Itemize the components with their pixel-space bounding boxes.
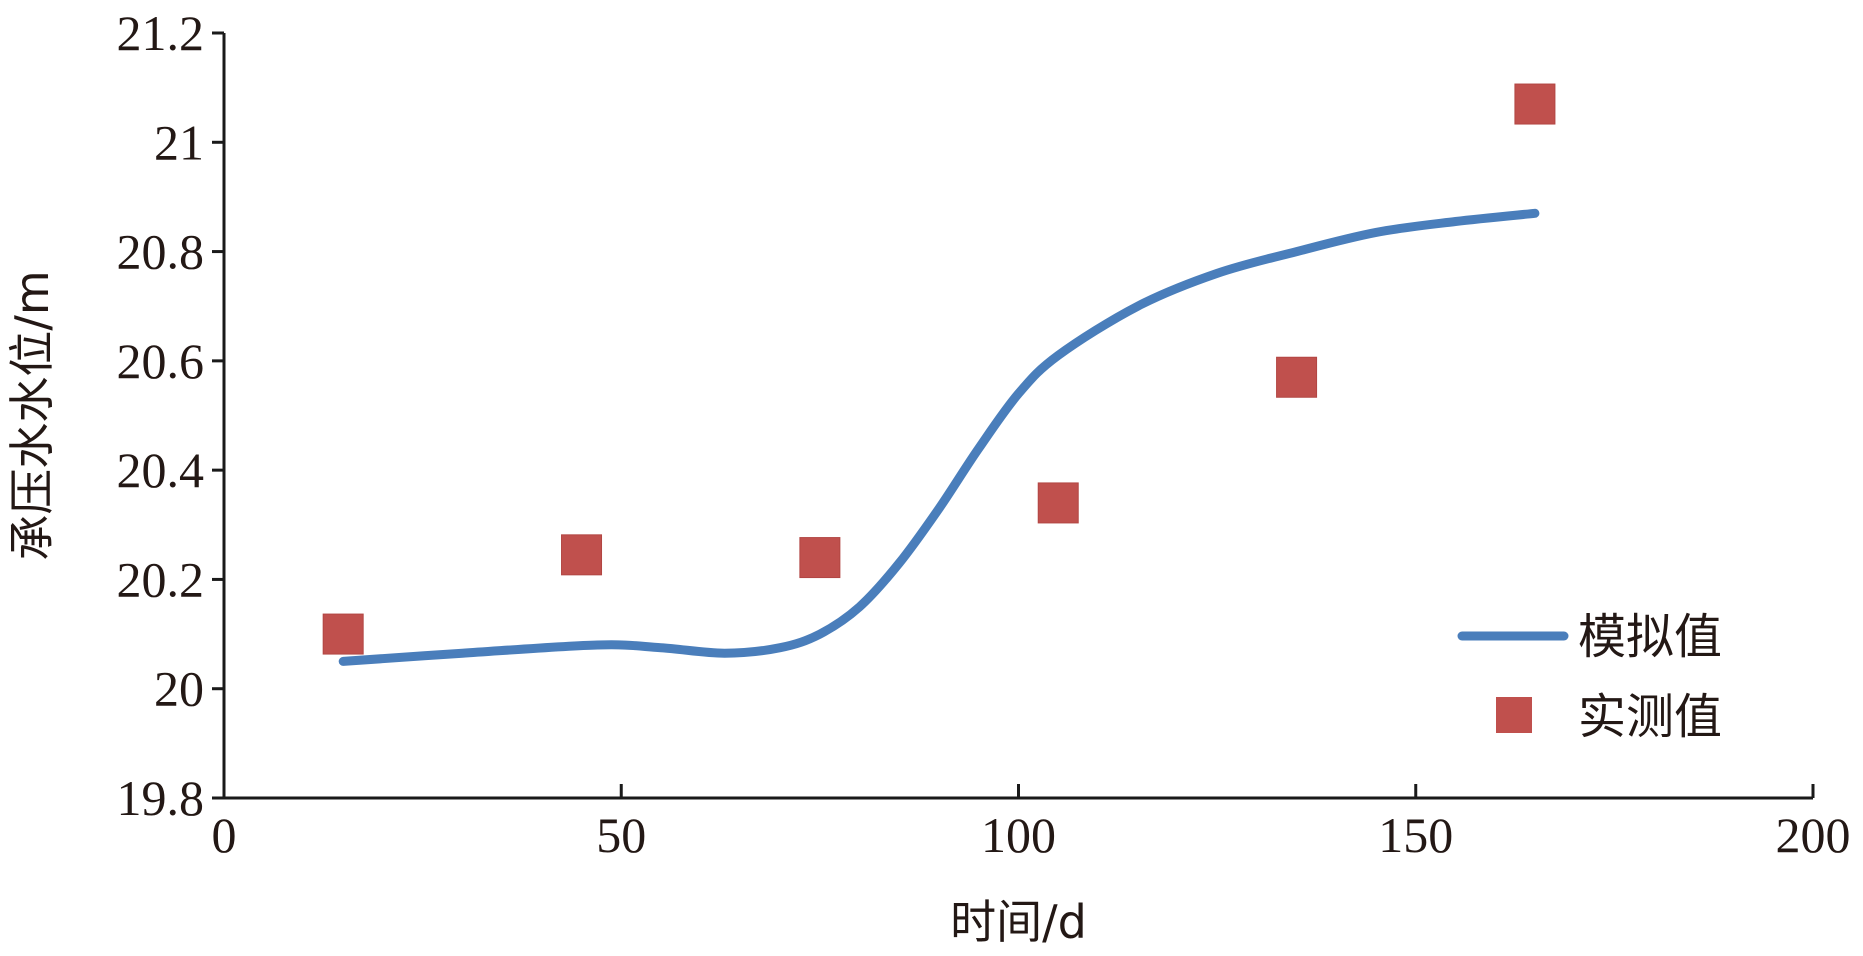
x-tick-label: 200	[1776, 807, 1851, 863]
x-axis-ticks: 0 50 100 150 200	[212, 784, 1851, 863]
y-tick-label: 20.8	[117, 224, 205, 280]
x-tick-label: 150	[1378, 807, 1453, 863]
data-point	[322, 613, 364, 655]
y-tick-label: 19.8	[117, 770, 205, 826]
y-tick-label: 20.6	[117, 333, 205, 389]
y-tick-label: 20.2	[117, 551, 205, 607]
y-axis-title: 承压水水位/m	[5, 270, 59, 560]
x-tick-label: 50	[596, 807, 646, 863]
legend-label-simulated: 模拟值	[1578, 609, 1722, 665]
data-point	[1514, 83, 1556, 125]
legend-label-measured: 实测值	[1578, 689, 1722, 745]
x-axis-title: 时间/d	[950, 895, 1087, 949]
series-line-simulated	[338, 208, 1540, 666]
x-tick-label: 100	[981, 807, 1056, 863]
y-tick-label: 20	[154, 661, 204, 717]
series-points-measured	[322, 83, 1556, 655]
y-axis-ticks: 19.8 20 20.2 20.4 20.6 20.8 21 21.2	[117, 5, 224, 826]
data-point	[799, 537, 841, 579]
legend: 模拟值 实测值	[1457, 609, 1722, 745]
legend-swatch-measured	[1496, 697, 1532, 733]
y-tick-label: 21	[154, 114, 204, 170]
x-tick-label: 0	[212, 807, 237, 863]
data-point	[561, 534, 603, 576]
y-tick-label: 21.2	[117, 5, 205, 61]
data-point	[1037, 482, 1079, 524]
y-tick-label: 20.4	[117, 442, 205, 498]
data-point	[1276, 356, 1318, 398]
